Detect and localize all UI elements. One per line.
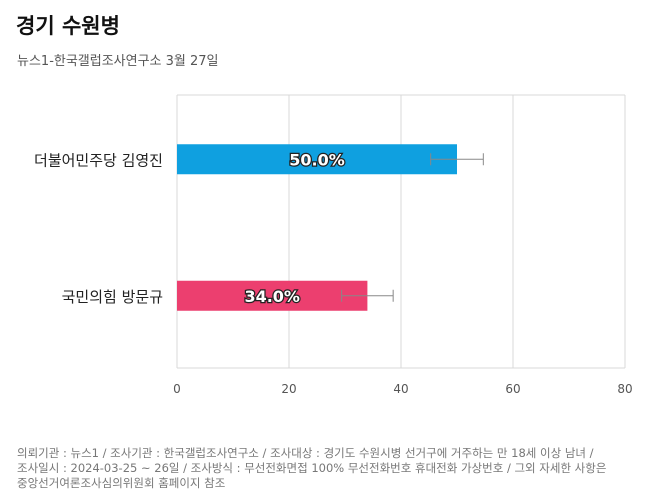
x-tick-label-0: 0 — [173, 382, 181, 396]
bar-1 — [177, 280, 368, 311]
category-label-0: 더불어민주당 김영진 — [34, 151, 163, 169]
bar-chart: 0 20 40 60 80 50.0% 더불어민주당 김영진 34.0% 국민의힘 방문규 — [34, 94, 633, 396]
chart-subtitle: 뉴스1-한국갤럽조사연구소 3월 27일 — [17, 54, 219, 69]
bar-value-label-1: 34.0% — [244, 287, 300, 306]
footnote-line-3: 중앙선거여론조사심의위원회 홈페이지 참조 — [17, 476, 226, 490]
chart-title: 경기 수원병 — [16, 14, 120, 38]
category-label-1: 국민의힘 방문규 — [62, 288, 163, 306]
x-tick-label-4: 80 — [617, 382, 632, 396]
survey-footnote: 의뢰기관 : 뉴스1 / 조사기관 : 한국갤럽조사연구소 / 조사대상 : 경… — [17, 446, 647, 491]
footnote-line-1: 의뢰기관 : 뉴스1 / 조사기관 : 한국갤럽조사연구소 / 조사대상 : 경… — [17, 446, 594, 460]
x-tick-label-3: 60 — [505, 382, 520, 396]
bar-0 — [177, 144, 457, 175]
bar-value-label-0: 50.0% — [289, 150, 345, 169]
x-tick-label-2: 40 — [393, 382, 408, 396]
footnote-line-2: 조사일시 : 2024-03-25 ~ 26일 / 조사방식 : 무선전화면접 … — [17, 461, 607, 475]
x-tick-label-1: 20 — [281, 382, 296, 396]
